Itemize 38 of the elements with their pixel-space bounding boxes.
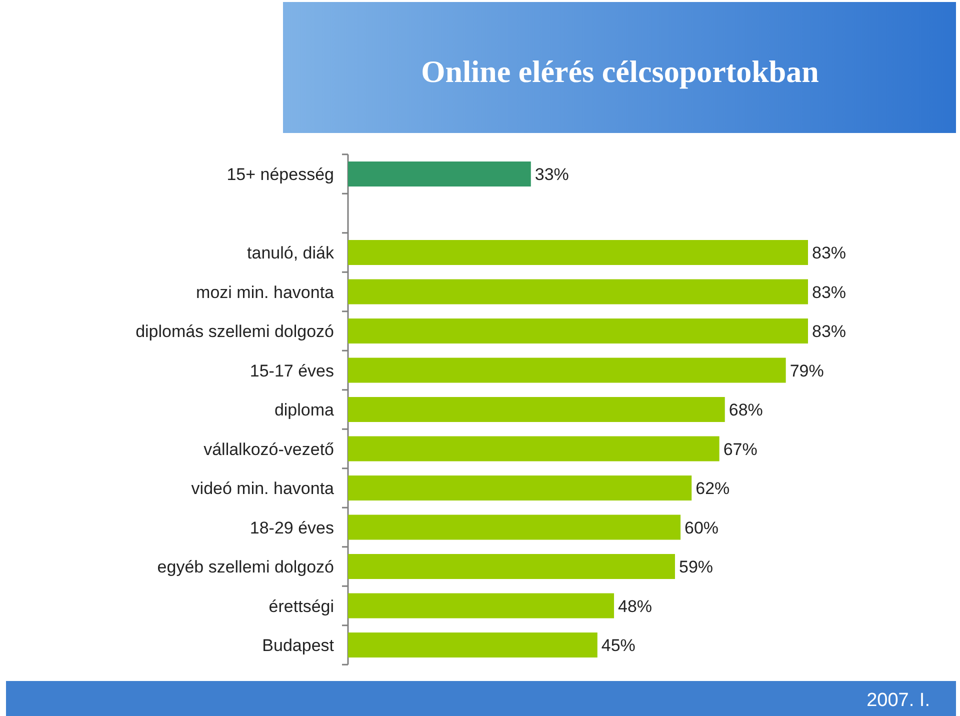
bar: [348, 476, 692, 500]
data-label: 68%: [728, 400, 763, 420]
data-label: 67%: [723, 440, 758, 459]
bar: [348, 554, 675, 579]
data-label: 48%: [618, 596, 652, 616]
data-label: 79%: [790, 361, 824, 380]
y-tick-label: egyéb szellemi dolgozó: [157, 558, 334, 576]
bar: [348, 436, 720, 462]
bar: [348, 240, 808, 265]
bar: [348, 397, 725, 422]
y-tick-label: diplomás szellemi dolgozó: [136, 322, 334, 341]
data-label: 83%: [812, 322, 846, 341]
bar: [348, 162, 531, 186]
y-tick-label: 15+ népesség: [226, 165, 334, 184]
bar: [348, 632, 598, 658]
bar: [348, 514, 681, 540]
data-label: 33%: [534, 165, 569, 184]
data-label: 83%: [812, 244, 846, 262]
y-tick-label: érettségi: [268, 596, 334, 616]
data-label: 59%: [678, 558, 714, 576]
y-tick-label: 15-17 éves: [250, 361, 334, 380]
bar: [348, 593, 614, 618]
y-tick-label: 18-29 éves: [250, 518, 334, 538]
data-label: 83%: [812, 282, 846, 302]
y-tick-label: mozi min. havonta: [196, 282, 335, 302]
y-tick-label: diploma: [274, 400, 335, 420]
data-label: 62%: [696, 479, 730, 498]
bar: [348, 279, 808, 304]
data-label: 45%: [601, 636, 636, 655]
data-label: 60%: [684, 518, 719, 538]
y-tick-label: Budapest: [262, 636, 334, 655]
y-tick-label: videó min. havonta: [191, 479, 335, 498]
y-tick-label: tanuló, diák: [247, 244, 334, 262]
text: 2007. I.: [866, 690, 930, 711]
bar: [348, 358, 786, 383]
y-tick-label: vállalkozó-vezető: [204, 440, 334, 459]
bar: [348, 318, 808, 344]
chart-title: Online elérés célcsoportokban: [421, 54, 819, 89]
